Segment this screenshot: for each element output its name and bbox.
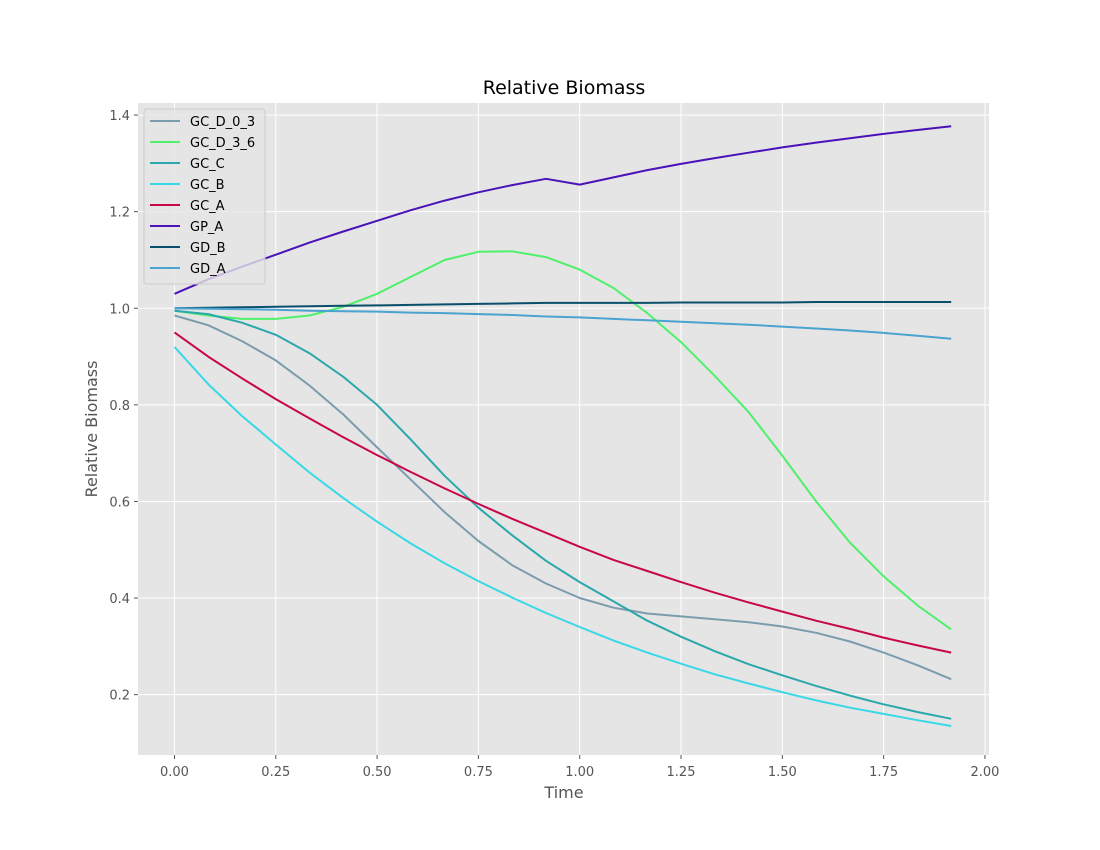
legend-entry: GC_A [190,199,225,214]
series-line-gc-c [174,309,952,720]
legend-entry: GC_B [190,178,225,193]
series-line-gd-a [174,307,952,340]
x-tick-label: 1.00 [565,765,594,780]
x-tick-label: 0.75 [464,765,493,780]
series-line-gc-a [173,331,952,654]
series-line-gc-d-0-3 [174,314,952,681]
x-axis-ticks: 0.00 0.25 0.50 0.75 1.00 1.25 1.50 1.75 2.00 [160,755,999,780]
series-lines [173,125,952,727]
y-axis-label: Relative Biomass [82,361,101,498]
legend-entry: GD_A [190,262,226,277]
legend: GC_D_0_3 GC_D_3_6 GC_C GC_B GC_A GP_A GD_B GD_A [143,108,266,285]
series-line-gp-a [174,125,952,295]
y-tick-label: 1.0 [109,302,130,317]
legend-entry: GC_C [190,157,225,172]
y-tick-label: 0.6 [109,495,130,510]
x-tick-label: 2.00 [970,765,999,780]
series-line-gd-b [174,301,952,310]
legend-box [143,108,266,285]
plot-area [138,103,989,755]
series-line-gc-b [173,346,952,727]
x-tick-label: 0.00 [160,765,189,780]
x-axis-label: Time [543,783,583,802]
x-tick-label: 0.25 [261,765,290,780]
legend-entry: GD_B [190,241,226,256]
chart-title: Relative Biomass [483,77,646,99]
y-axis-ticks: 0.2 0.4 0.6 0.8 1.0 1.2 1.4 [109,109,138,704]
legend-entry: GC_D_3_6 [190,136,255,151]
x-tick-label: 1.75 [869,765,898,780]
y-tick-label: 0.4 [109,592,130,607]
y-tick-label: 1.2 [109,206,130,221]
series-line-gc-d-3-6 [174,250,952,631]
x-tick-label: 0.50 [363,765,392,780]
y-tick-label: 1.4 [109,109,130,124]
x-tick-label: 1.25 [667,765,696,780]
legend-entry: GC_D_0_3 [190,115,255,130]
x-tick-label: 1.50 [768,765,797,780]
grid [138,103,989,755]
y-tick-label: 0.8 [109,399,130,414]
y-tick-label: 0.2 [109,689,130,704]
legend-entry: GP_A [190,220,223,235]
